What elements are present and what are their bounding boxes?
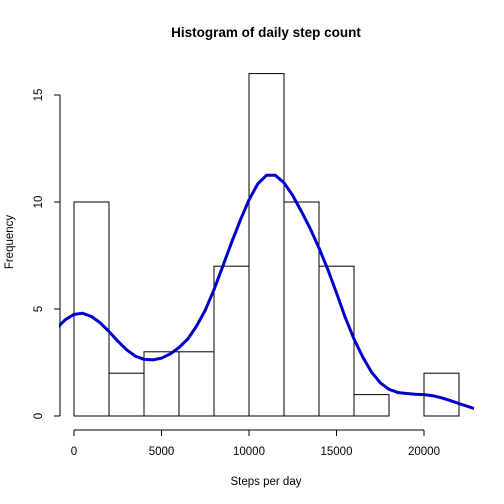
- x-axis: 0 5000 10000 15000 20000: [71, 429, 440, 458]
- y-tick-label: 10: [33, 196, 45, 209]
- x-tick-label: 20000: [408, 446, 440, 458]
- y-tick-label: 15: [33, 89, 45, 102]
- x-axis-label: Steps per day: [231, 476, 302, 488]
- histogram-bar-4: [213, 265, 250, 417]
- x-tick-label: 0: [71, 446, 77, 458]
- density-curve-line: [59, 173, 474, 410]
- x-tick-label: 10000: [233, 446, 265, 458]
- y-tick-label: 0: [33, 413, 45, 419]
- x-tick-label: 5000: [149, 446, 175, 458]
- histogram-bar-0: [73, 201, 110, 417]
- histogram-bar-8: [353, 394, 390, 417]
- chart-title: Histogram of daily step count: [171, 25, 361, 40]
- histogram-bar-5: [248, 73, 285, 417]
- y-tick-label: 5: [33, 306, 45, 312]
- density-curve-layer: [59, 173, 474, 410]
- histogram-bars: [73, 73, 460, 417]
- y-axis-label: Frequency: [4, 215, 16, 270]
- x-tick-label: 15000: [321, 446, 353, 458]
- histogram-bar-1: [108, 372, 145, 417]
- y-axis: 0 5 10 15: [33, 89, 61, 419]
- histogram-bar-3: [178, 351, 215, 417]
- histogram-bar-2: [143, 351, 180, 417]
